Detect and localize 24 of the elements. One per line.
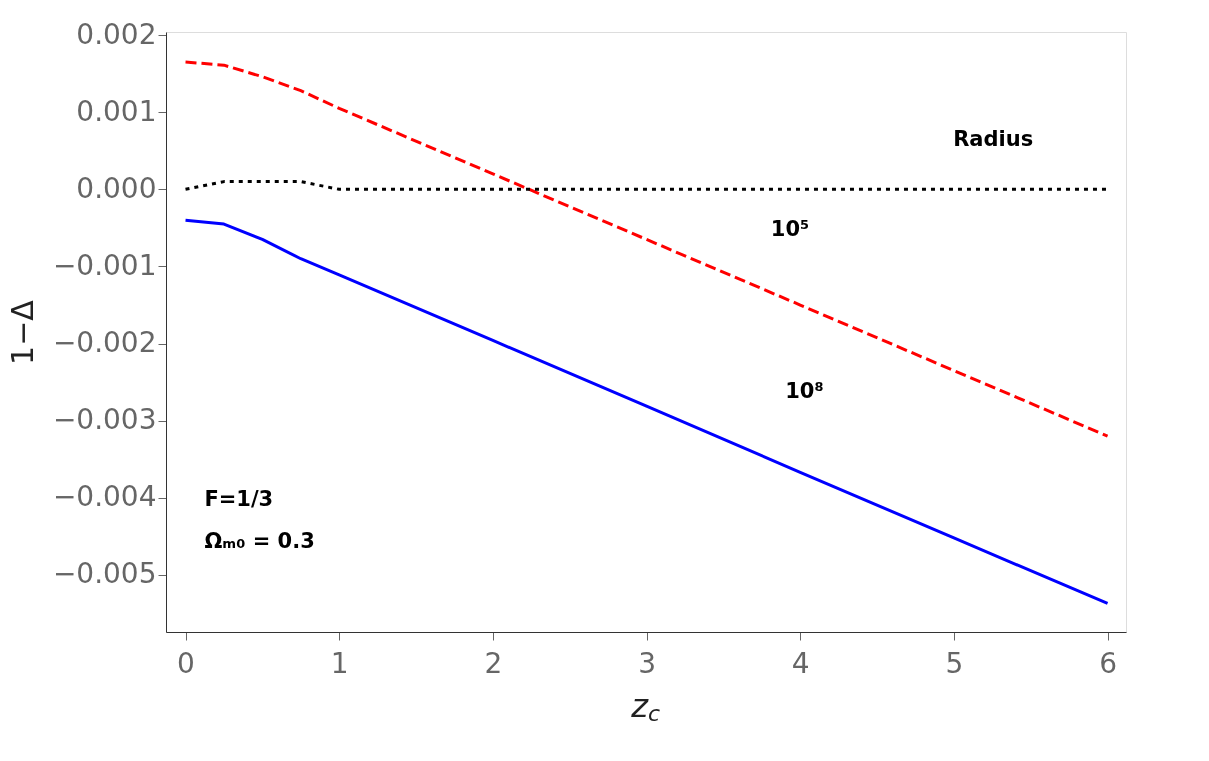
x-tick-label: 1 [330,646,349,680]
x-tick-label: 2 [484,646,503,680]
y-tick-label: 0.002 [76,17,157,51]
y-axis-title: 1−Δ [4,299,40,365]
x-tick-label: 0 [177,646,195,680]
annotation: 10⁵ [770,217,810,241]
y-tick-label: −0.004 [52,480,157,514]
x-axis-title: zc [630,687,661,726]
x-tick-label: 3 [638,646,656,680]
y-tick-label: 0.000 [76,171,157,205]
y-tick-label: −0.002 [52,326,157,360]
y-tick-label: −0.005 [52,557,157,591]
y-tick-label: −0.001 [52,248,157,282]
line-series [184,218,1110,605]
annotation: Ωₘ₀ = 0.3 [204,529,315,553]
x-tick-label: 6 [1099,646,1117,680]
x-tick-label: 5 [945,646,964,680]
x-tick-label: 4 [791,646,810,680]
line-series [184,60,1110,438]
y-tick-label: 0.001 [76,94,157,128]
annotation: F=1/3 [204,487,274,511]
annotation: Radius [953,127,1034,151]
y-tick-label: −0.003 [52,403,157,437]
annotation: 10⁸ [785,379,824,403]
